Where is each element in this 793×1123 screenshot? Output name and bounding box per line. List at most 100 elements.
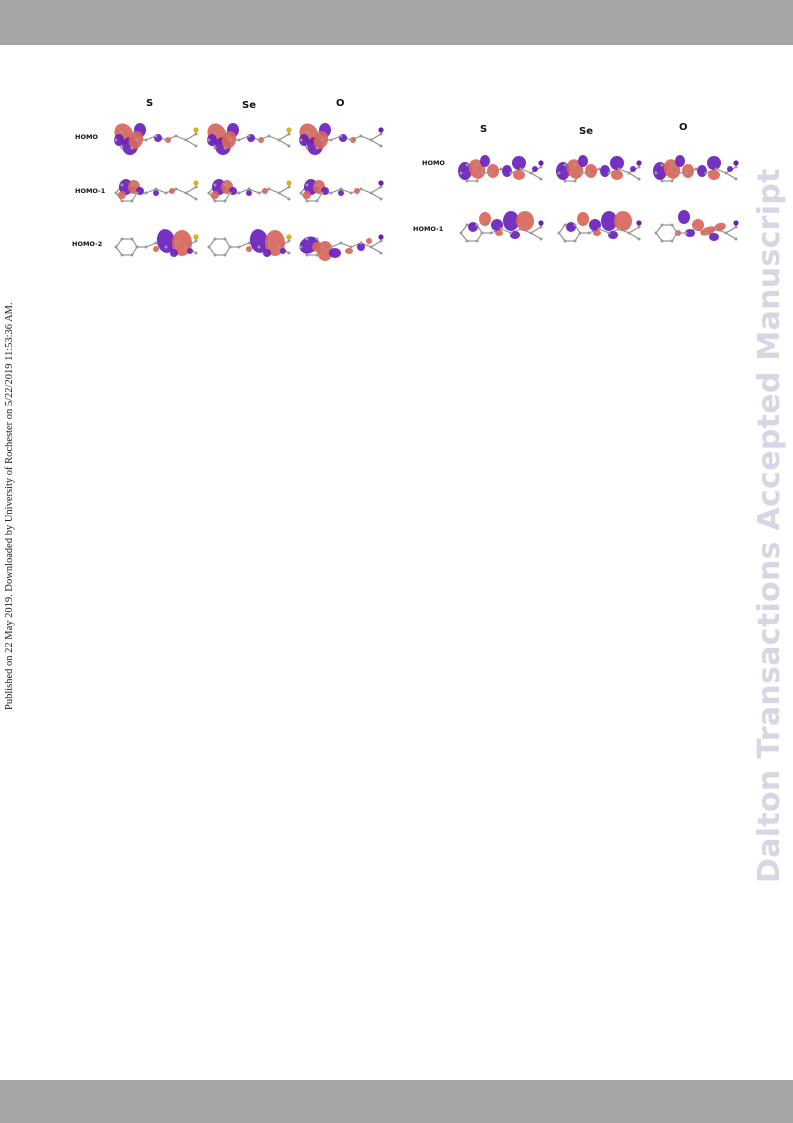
atom	[154, 134, 158, 138]
atom	[207, 138, 211, 142]
bond	[618, 168, 630, 174]
atom	[299, 245, 303, 249]
atom	[287, 197, 291, 201]
atom	[320, 191, 324, 195]
atom	[489, 171, 493, 175]
atom	[305, 146, 309, 150]
atom	[359, 134, 363, 138]
orbital-lobe	[354, 188, 360, 194]
atom	[465, 223, 469, 227]
heteroatom	[733, 220, 739, 226]
atom	[305, 253, 309, 257]
orbital-lobe	[692, 219, 704, 231]
heteroatom	[378, 180, 384, 186]
atom	[120, 183, 124, 187]
atom	[724, 231, 728, 235]
bond	[655, 224, 663, 234]
atom	[130, 146, 134, 150]
heteroatom	[538, 220, 544, 226]
atom	[627, 171, 631, 175]
atom	[379, 144, 383, 148]
atom	[499, 167, 503, 171]
bond	[360, 135, 372, 141]
atom	[519, 227, 523, 231]
orbital-lobe	[329, 248, 341, 258]
atom	[637, 237, 641, 241]
molecule-drawing	[299, 123, 384, 155]
atom	[675, 171, 679, 175]
bond	[655, 232, 663, 242]
orbital-lobe	[577, 212, 589, 226]
bond	[330, 242, 342, 248]
atom	[257, 245, 261, 249]
atom	[237, 138, 241, 142]
orbital-lobe	[258, 137, 264, 143]
atom	[369, 191, 373, 195]
bond	[725, 232, 737, 240]
orbital-image	[110, 110, 205, 160]
bond	[628, 226, 640, 234]
bond	[155, 188, 167, 194]
bond	[131, 246, 138, 256]
atom	[164, 138, 168, 142]
atom	[734, 177, 738, 181]
orbital-lobe	[458, 162, 472, 180]
atom	[573, 239, 577, 243]
atom	[299, 138, 303, 142]
column-header-o: O	[679, 122, 688, 133]
atom	[557, 171, 561, 175]
atom	[315, 130, 319, 134]
bond	[278, 186, 290, 194]
orbital-lobe	[709, 233, 719, 241]
orbital-image	[650, 143, 745, 193]
atom	[114, 245, 118, 249]
atom	[359, 241, 363, 245]
atom	[320, 245, 324, 249]
orbital-lobe	[532, 166, 538, 172]
bond	[185, 139, 197, 147]
atom	[120, 199, 124, 203]
orbital-lobe	[611, 170, 623, 180]
bond	[574, 232, 581, 242]
atom	[174, 134, 178, 138]
orbital-lobe	[578, 155, 588, 167]
atom	[660, 163, 664, 167]
column-header-s: S	[480, 124, 488, 135]
atom	[475, 179, 479, 183]
molecule-drawing	[114, 229, 199, 257]
atom	[207, 245, 211, 249]
orbital-image	[110, 217, 205, 267]
bond	[370, 133, 382, 141]
molecule-drawing	[299, 179, 384, 203]
atom	[509, 171, 513, 175]
orbital-lobe	[678, 210, 690, 224]
atom	[213, 237, 217, 241]
atom	[459, 171, 463, 175]
orbital-lobe	[312, 242, 322, 252]
bond	[476, 232, 483, 242]
orbital-lobe	[263, 249, 271, 257]
atom	[369, 138, 373, 142]
orbital-lobe	[153, 246, 159, 252]
orbital-lobe	[727, 166, 733, 172]
bond	[224, 238, 231, 248]
atom	[704, 231, 708, 235]
orbital-lobe	[512, 156, 526, 170]
orbital-lobe	[707, 156, 721, 170]
orbital-lobe	[350, 137, 356, 143]
orbital-image	[110, 163, 205, 213]
molecule-drawing	[114, 179, 199, 203]
atom	[617, 167, 621, 171]
atom	[617, 227, 621, 231]
molecule-drawing	[114, 123, 199, 155]
atom	[587, 231, 591, 235]
orbital-lobe	[265, 230, 285, 256]
atom	[194, 239, 198, 243]
atom	[480, 171, 484, 175]
atom	[637, 177, 641, 181]
molecule-drawing	[207, 179, 292, 203]
orbital-lobe	[169, 188, 175, 194]
bond	[238, 242, 250, 248]
bond	[370, 192, 382, 200]
column-header-s: S	[146, 98, 154, 109]
